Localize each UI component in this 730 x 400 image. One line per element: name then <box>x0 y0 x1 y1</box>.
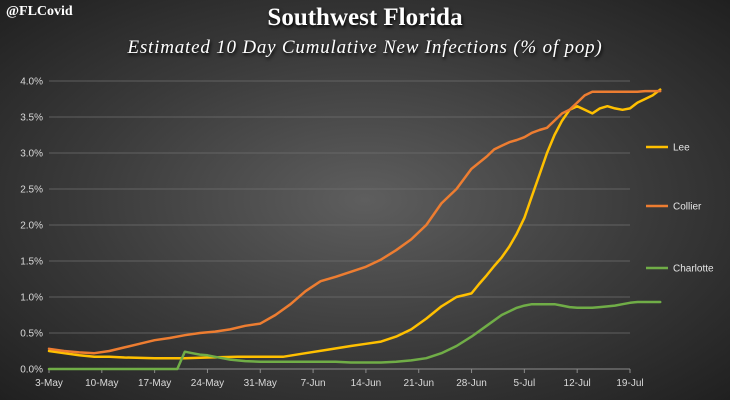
y-tick-label: 2.5% <box>20 185 43 196</box>
series-line-charlotte <box>47 300 662 371</box>
gridlines <box>49 80 630 334</box>
y-tick-label: 0.0% <box>20 365 43 376</box>
series-lines <box>47 88 662 371</box>
y-tick-label: 3.0% <box>20 149 43 160</box>
y-tick-label: 4.0% <box>20 77 43 88</box>
x-tick-label: 19-Jul <box>616 378 643 389</box>
x-tick-label: 14-Jun <box>351 378 382 389</box>
x-tick-label: 24-May <box>191 378 224 389</box>
y-tick-label: 2.0% <box>20 221 43 232</box>
x-tick-label: 31-May <box>244 378 277 389</box>
y-tick-label: 0.5% <box>20 329 43 340</box>
chart-title: Southwest Florida <box>267 4 463 31</box>
y-tick-label: 1.0% <box>20 293 43 304</box>
x-tick-label: 7-Jun <box>301 378 326 389</box>
series-line-lee <box>47 88 662 360</box>
legend-label-charlotte: Charlotte <box>673 264 714 275</box>
author-handle: @FLCovid <box>6 4 73 19</box>
series-line-collier <box>47 89 662 355</box>
x-tick-label: 5-Jul <box>514 378 536 389</box>
x-axis-ticks: 3-May 10-May 17-May 24-May 31-May 7-Jun 14-Jun… <box>35 378 644 389</box>
legend-label-collier: Collier <box>673 202 702 213</box>
x-tick-label: 21-Jun <box>403 378 434 389</box>
y-tick-label: 1.5% <box>20 257 43 268</box>
x-tick-label: 28-Jun <box>456 378 487 389</box>
x-tick-label: 10-May <box>85 378 118 389</box>
x-tick-label: 17-May <box>138 378 171 389</box>
legend-label-lee: Lee <box>673 143 690 154</box>
x-tick-label: 3-May <box>35 378 63 389</box>
x-tick-label: 12-Jul <box>564 378 591 389</box>
legend: Lee Collier Charlotte <box>646 143 714 275</box>
chart-subtitle: Estimated 10 Day Cumulative New Infectio… <box>127 37 603 58</box>
y-axis-ticks: 0.0% 0.5% 1.0% 1.5% 2.0% 2.5% 3.0% 3.5% 4.0% <box>20 77 43 376</box>
y-tick-label: 3.5% <box>20 113 43 124</box>
